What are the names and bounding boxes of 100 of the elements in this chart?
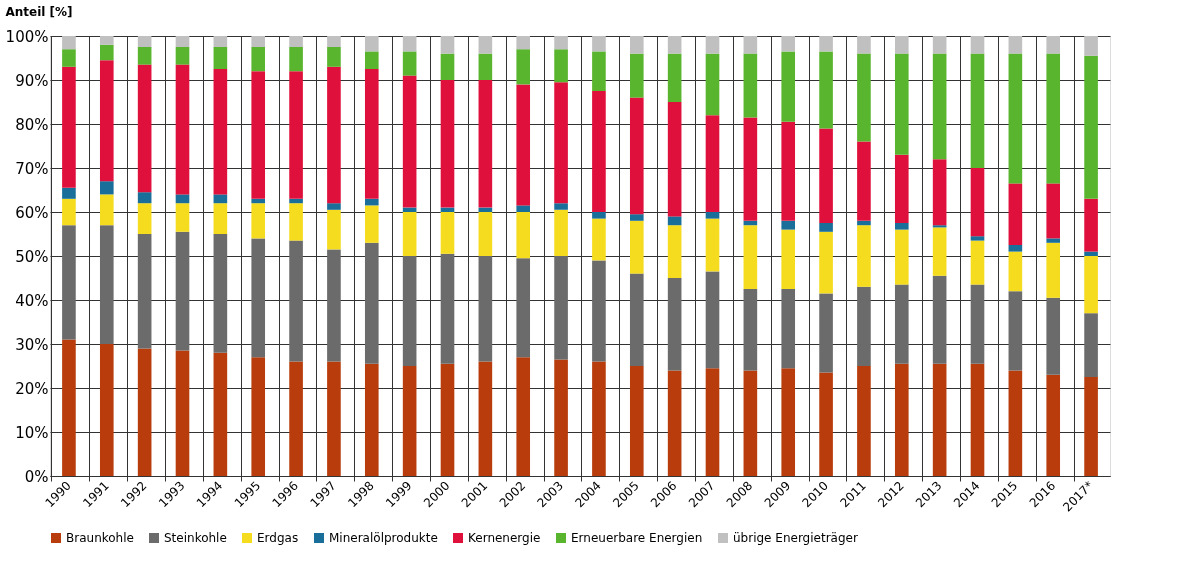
y-tick-label: 40% [15, 291, 49, 310]
bar [629, 273, 644, 366]
bar [137, 36, 152, 47]
bar [894, 53, 909, 155]
bar [932, 227, 947, 276]
bar [857, 53, 871, 142]
bar [364, 69, 379, 199]
bar [1046, 374, 1061, 476]
bar [1046, 183, 1061, 239]
bar [743, 53, 758, 118]
bar [289, 36, 303, 47]
bar [137, 234, 152, 349]
y-tick-label: 80% [15, 115, 49, 134]
bar [137, 47, 152, 65]
bar [705, 53, 720, 116]
legend-label: übrige Energieträger [733, 531, 858, 545]
bar [819, 293, 833, 373]
bar [402, 36, 417, 52]
bar [99, 181, 114, 195]
bar [970, 53, 985, 168]
bar [213, 69, 228, 195]
bar [175, 194, 190, 204]
bar [478, 256, 493, 362]
bar [554, 209, 568, 256]
bar [62, 66, 76, 188]
bar [251, 238, 266, 358]
bar [327, 361, 341, 476]
bar [62, 339, 76, 476]
bar [970, 36, 985, 54]
bar [137, 203, 152, 234]
bar [289, 198, 303, 204]
bar [857, 220, 871, 226]
bar [667, 102, 682, 217]
y-tick-label: 90% [15, 71, 49, 90]
bar [781, 368, 796, 476]
bar [819, 51, 833, 129]
bar [743, 36, 758, 54]
bar [364, 198, 379, 206]
bar [705, 212, 720, 219]
bar [1046, 242, 1061, 298]
bar [62, 187, 76, 199]
bar [99, 225, 114, 344]
bar [175, 36, 190, 47]
bar [478, 361, 493, 476]
bar [970, 168, 985, 237]
bar [251, 71, 266, 199]
bar [175, 350, 190, 476]
bar [327, 249, 341, 362]
legend-label: Erdgas [257, 531, 299, 545]
bar [932, 36, 947, 54]
bar [781, 220, 796, 230]
bar [440, 36, 455, 54]
bar [327, 36, 341, 47]
bar [554, 49, 568, 83]
bar [743, 289, 758, 371]
bar [516, 36, 531, 50]
legend-label: Braunkohle [66, 531, 134, 545]
bar [629, 220, 644, 274]
bar [62, 225, 76, 340]
bar [402, 366, 417, 476]
bar [364, 51, 379, 69]
bar [327, 203, 341, 210]
bar [932, 159, 947, 226]
bar [99, 60, 114, 182]
bar [970, 240, 985, 285]
bar [440, 212, 455, 254]
bar [213, 352, 228, 476]
bar [364, 36, 379, 52]
bar [629, 366, 644, 476]
bar [402, 256, 417, 366]
bar [857, 225, 871, 287]
bar [402, 51, 417, 76]
bar [1008, 245, 1023, 252]
bar [440, 253, 455, 364]
bar [667, 370, 682, 476]
bar [364, 205, 379, 243]
bar [592, 91, 606, 212]
bar [478, 53, 493, 80]
bar [251, 47, 266, 72]
y-tick-label: 20% [15, 379, 49, 398]
bar [1008, 251, 1023, 292]
bar [175, 203, 190, 232]
bar [516, 357, 531, 476]
bar [629, 53, 644, 98]
bar [251, 198, 266, 204]
bar [781, 289, 796, 369]
legend-label: Kernenergie [468, 531, 541, 545]
bar [743, 370, 758, 476]
bar [99, 344, 114, 476]
bar [1084, 377, 1098, 476]
bar [364, 363, 379, 476]
bar [819, 36, 833, 52]
bar [99, 44, 114, 61]
bar [857, 286, 871, 366]
bar [932, 53, 947, 160]
bar [213, 36, 228, 47]
bar [781, 36, 796, 52]
bar [251, 357, 266, 476]
bar [705, 271, 720, 369]
bar [478, 36, 493, 54]
